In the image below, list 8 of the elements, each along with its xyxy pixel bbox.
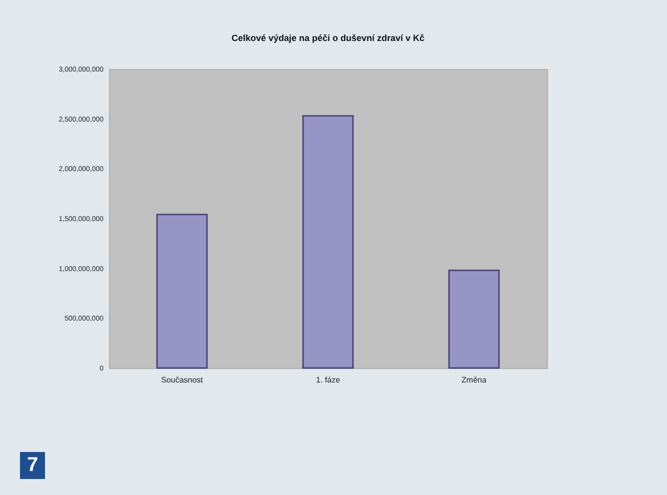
x-tick-label: Změna	[462, 376, 487, 384]
bar	[302, 115, 354, 369]
bar	[448, 270, 500, 369]
x-tick-label: 1. fáze	[316, 376, 341, 384]
bar	[156, 214, 208, 369]
chart-title: Celkové výdaje na péči o duševní zdraví v Kč	[231, 33, 425, 43]
x-tick-label: Současnost	[161, 376, 204, 384]
text: 7	[20, 452, 46, 479]
